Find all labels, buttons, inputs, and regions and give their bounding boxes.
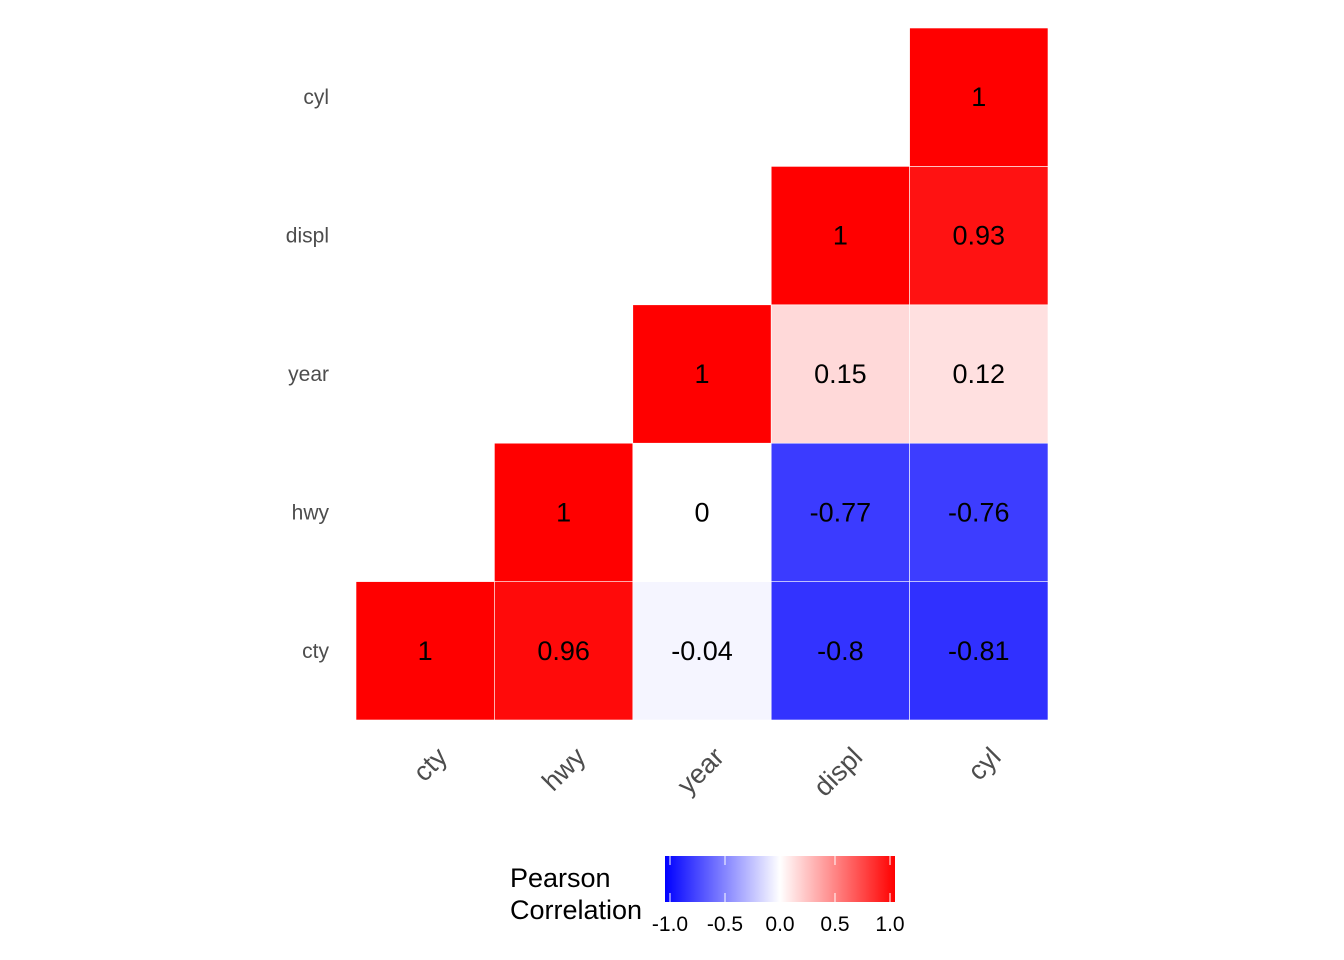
cell-year-year xyxy=(632,304,772,444)
cell-cyl-cyl xyxy=(909,27,1049,167)
cell-label-cyl-year: 0.12 xyxy=(953,359,1006,389)
cell-hwy-hwy xyxy=(494,442,634,582)
cell-cty-cty xyxy=(355,581,495,721)
cell-cyl-cty xyxy=(909,581,1049,721)
cell-label-year-year: 1 xyxy=(694,359,709,389)
cell-label-displ-cty: -0.8 xyxy=(817,636,864,666)
x-axis-labels: cty hwy year displ cyl xyxy=(407,741,1006,802)
legend-tick-label: 0.0 xyxy=(765,913,794,936)
heatmap-cells xyxy=(355,27,1049,721)
cell-cyl-hwy xyxy=(909,442,1049,582)
y-axis-labels: cty hwy year displ cyl xyxy=(286,86,330,663)
legend-ticks: -1.0 -0.5 0.0 0.5 1.0 xyxy=(652,856,905,936)
cell-hwy-cty xyxy=(494,581,634,721)
cell-value-labels: 1 0.96 -0.04 -0.8 -0.81 1 0 -0.77 -0.76 1 0.15 0.12… xyxy=(418,82,1010,666)
y-tick-label-year: year xyxy=(288,363,329,386)
cell-label-cty-cty: 1 xyxy=(418,636,433,666)
cell-label-displ-year: 0.15 xyxy=(814,359,867,389)
x-tick-label-hwy: hwy xyxy=(536,741,592,797)
cell-cyl-year xyxy=(909,304,1049,444)
y-tick-label-displ: displ xyxy=(286,225,329,248)
cell-year-hwy xyxy=(632,442,772,582)
cell-label-year-cty: -0.04 xyxy=(671,636,733,666)
y-tick-label-hwy: hwy xyxy=(292,501,330,524)
legend-tick-label: 0.5 xyxy=(820,913,849,936)
cell-displ-displ xyxy=(770,166,910,306)
cell-label-cyl-cty: -0.81 xyxy=(948,636,1010,666)
cell-label-cyl-cyl: 1 xyxy=(971,82,986,112)
legend-tick-label: 1.0 xyxy=(875,913,904,936)
cell-displ-cty xyxy=(770,581,910,721)
cell-label-hwy-cty: 0.96 xyxy=(537,636,590,666)
legend-title-line-1: Pearson xyxy=(510,863,611,893)
cell-label-hwy-hwy: 1 xyxy=(556,497,571,527)
cell-displ-hwy xyxy=(770,442,910,582)
x-tick-label-cty: cty xyxy=(407,741,453,787)
cell-label-displ-displ: 1 xyxy=(833,221,848,251)
x-tick-label-displ: displ xyxy=(808,742,868,802)
legend-title-line-2: Correlation xyxy=(510,895,642,925)
cell-label-displ-hwy: -0.77 xyxy=(810,497,872,527)
cell-label-cyl-displ: 0.93 xyxy=(953,221,1006,251)
legend: Pearson Correlation -1.0 -0.5 0.0 0.5 1.0 xyxy=(510,856,905,936)
cell-label-cyl-hwy: -0.76 xyxy=(948,497,1010,527)
legend-tick-label: -0.5 xyxy=(707,913,743,936)
y-tick-label-cty: cty xyxy=(302,640,329,663)
x-tick-label-year: year xyxy=(671,742,729,800)
x-tick-label-cyl: cyl xyxy=(962,742,1007,787)
cell-label-year-hwy: 0 xyxy=(694,497,709,527)
y-tick-label-cyl: cyl xyxy=(303,86,329,109)
legend-tick-label: -1.0 xyxy=(652,913,688,936)
